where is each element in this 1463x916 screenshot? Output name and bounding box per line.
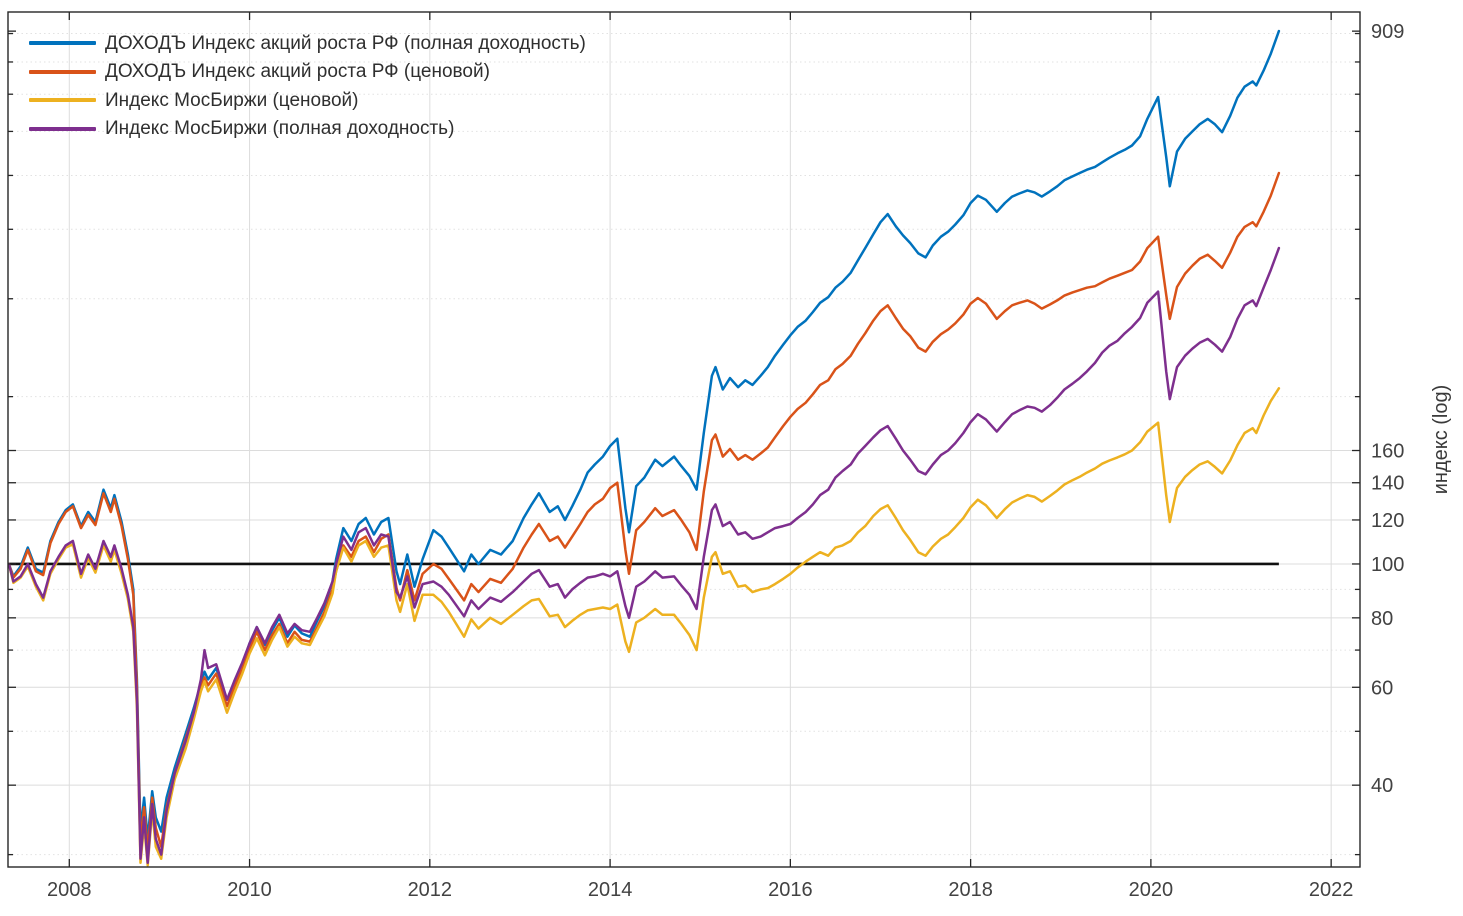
x-tick-label: 2020 bbox=[1129, 879, 1174, 901]
x-tick-label: 2008 bbox=[47, 879, 92, 901]
legend-swatch-dohod-growth-price bbox=[29, 69, 96, 74]
axes-frame bbox=[7, 11, 1361, 868]
x-tick-label: 2010 bbox=[227, 879, 272, 901]
series-line-dohod-growth-price bbox=[7, 171, 1281, 852]
chart-legend: ДОХОДЪ Индекс акций роста РФ (полная дох… bbox=[29, 29, 586, 143]
x-tick-label: 2022 bbox=[1309, 879, 1354, 901]
legend-label: Индекс МосБиржи (полная доходность) bbox=[105, 118, 455, 140]
legend-item-dohod-growth-price: ДОХОДЪ Индекс акций роста РФ (ценовой) bbox=[29, 58, 586, 87]
legend-swatch-moex-price bbox=[29, 98, 96, 103]
legend-swatch-moex-total-return bbox=[29, 126, 96, 131]
x-tick-label: 2012 bbox=[408, 879, 453, 901]
x-tick-label: 2016 bbox=[768, 879, 813, 901]
y-tick-label: 80 bbox=[1371, 608, 1393, 630]
series-line-dohod-growth-total-return bbox=[7, 29, 1281, 841]
y-tick-label: 120 bbox=[1371, 510, 1404, 532]
y-tick-label: 140 bbox=[1371, 473, 1404, 495]
y-tick-label: 60 bbox=[1371, 677, 1393, 699]
legend-swatch-dohod-growth-total-return bbox=[29, 41, 96, 46]
legend-item-moex-price: Индекс МосБиржи (ценовой) bbox=[29, 86, 586, 115]
y-axis-title: индекс (log) bbox=[1430, 385, 1452, 495]
legend-label: ДОХОДЪ Индекс акций роста РФ (ценовой) bbox=[105, 61, 490, 83]
y-tick-label: 100 bbox=[1371, 554, 1404, 576]
y-top-tick-label: 909 bbox=[1371, 21, 1404, 43]
legend-label: Индекс МосБиржи (ценовой) bbox=[105, 89, 359, 111]
legend-item-moex-total-return: Индекс МосБиржи (полная доходность) bbox=[29, 115, 586, 144]
series-line-moex-total-return bbox=[7, 246, 1281, 865]
legend-label: ДОХОДЪ Индекс акций роста РФ (полная дох… bbox=[105, 32, 586, 54]
y-tick-label: 160 bbox=[1371, 441, 1404, 463]
series-line-moex-price bbox=[7, 387, 1281, 867]
x-tick-label: 2018 bbox=[948, 879, 993, 901]
legend-item-dohod-growth-total-return: ДОХОДЪ Индекс акций роста РФ (полная дох… bbox=[29, 29, 586, 58]
y-tick-label: 40 bbox=[1371, 775, 1393, 797]
x-tick-label: 2014 bbox=[588, 879, 633, 901]
